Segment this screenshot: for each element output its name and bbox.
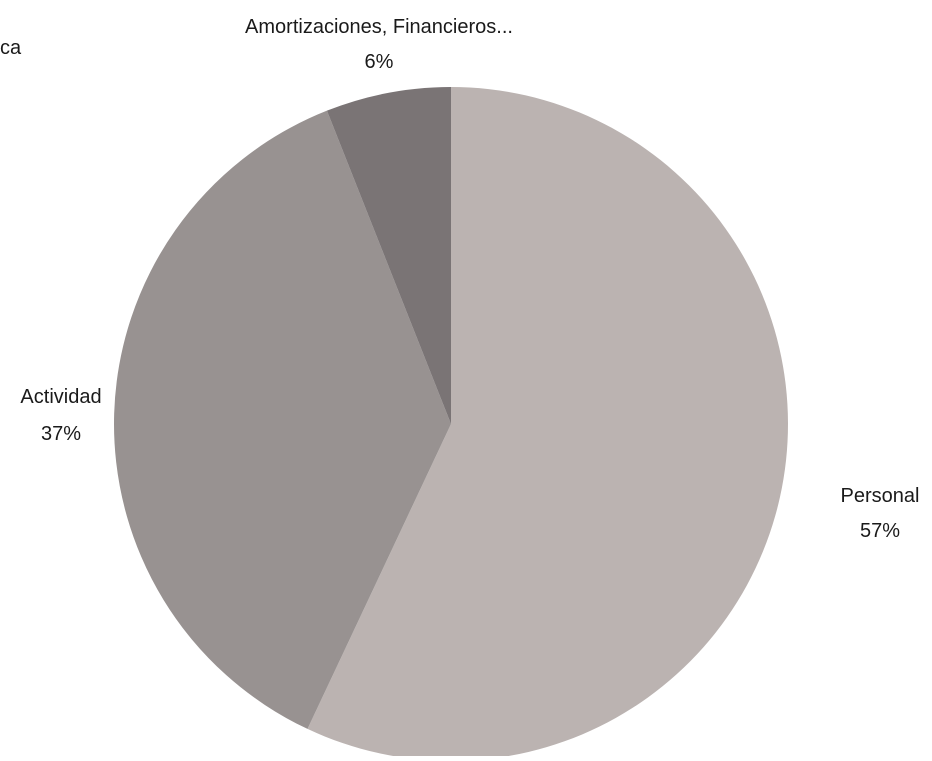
pie-slice-amortizaciones-financieros xyxy=(326,87,451,424)
slice-label: Actividad xyxy=(20,386,101,408)
clipped-label-text: ca xyxy=(0,37,22,59)
slice-percent-label: 57% xyxy=(860,520,900,542)
slice-percent-label: 6% xyxy=(365,51,394,73)
pie-labels: Personal 57% Actividad 37% Amortizaciones, F… xyxy=(20,16,919,542)
slice-label: Amortizaciones, Financieros... xyxy=(245,16,513,38)
pie-slice-personal xyxy=(307,87,788,761)
pie-slices xyxy=(113,87,788,761)
slice-label: Personal xyxy=(841,485,920,507)
pie-slice-actividad xyxy=(113,110,452,729)
slice-percent-label: 37% xyxy=(41,423,81,445)
